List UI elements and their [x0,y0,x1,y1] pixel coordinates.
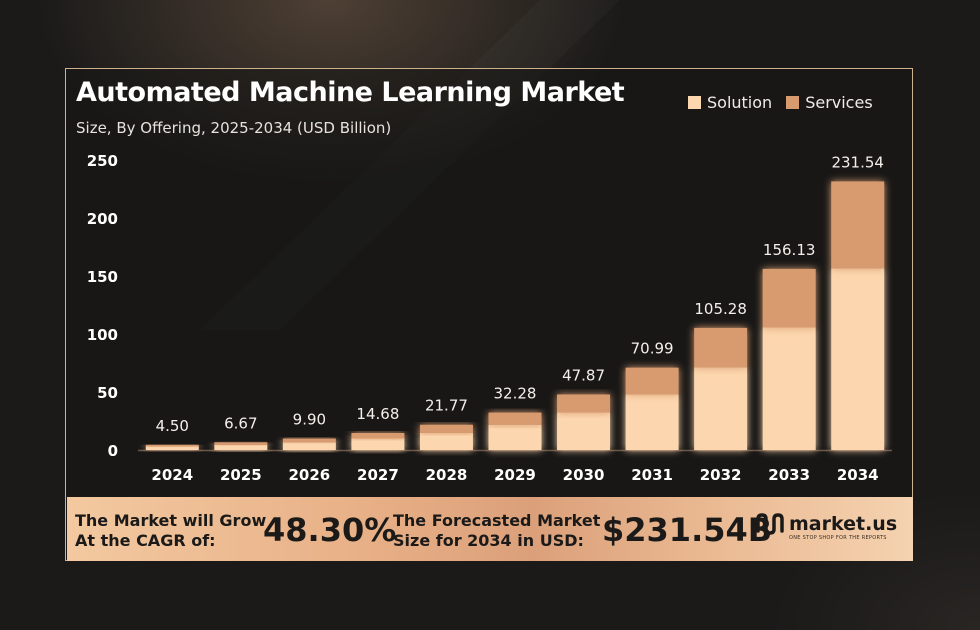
bar-total-label: 4.50 [156,417,189,435]
bar-total-label: 105.28 [694,300,747,318]
bar-services-2031 [625,367,679,395]
x-tick-label: 2033 [768,466,810,484]
forecast-label: The Forecasted Market Size for 2034 in U… [393,511,600,551]
footer-banner: The Market will Grow At the CAGR of: 48.… [67,497,913,561]
bar-solution-2025 [214,444,268,450]
x-tick-label: 2026 [288,466,330,484]
bar-total-label: 6.67 [224,414,257,432]
bar-total-label: 70.99 [631,340,674,358]
x-tick-label: 2032 [700,466,742,484]
x-tick-label: 2024 [151,466,193,484]
legend-label-solution: Solution [707,93,773,112]
cagr-label: The Market will Grow At the CAGR of: [75,511,266,551]
x-tick-label: 2030 [563,466,605,484]
bar-total-label: 32.28 [494,385,537,403]
bar-solution-2032 [694,367,748,450]
bar-services-2028 [419,424,473,433]
bar-services-2033 [762,268,816,328]
bar-total-label: 231.54 [831,153,884,171]
x-tick-label: 2031 [631,466,673,484]
bar-solution-2026 [282,442,336,450]
bar-solution-2033 [762,327,816,450]
bar-solution-2030 [557,412,611,450]
cagr-value: 48.30% [263,511,397,549]
bar-total-label: 156.13 [763,241,816,259]
bar-services-2034 [831,181,885,269]
chart-card: Automated Machine Learning Market Size, … [65,68,913,561]
legend-label-services: Services [805,93,873,112]
bar-solution-2027 [351,438,405,450]
chart-legend: Solution Services [688,93,873,112]
forecast-label-line1: The Forecasted Market [393,511,601,530]
cagr-label-line1: The Market will Grow [75,511,267,530]
bar-solution-2028 [419,432,473,450]
legend-swatch-services [786,96,800,109]
bar-services-2030 [557,394,611,413]
cagr-label-line2: At the CAGR of: [75,531,216,550]
forecast-label-line2: Size for 2034 in USD: [393,531,584,550]
bar-solution-2024 [145,446,199,450]
x-tick-label: 2025 [220,466,262,484]
y-tick-label: 250 [87,152,118,170]
y-tick-label: 100 [87,326,118,344]
y-tick-label: 200 [87,210,118,228]
x-tick-label: 2027 [357,466,399,484]
bar-services-2026 [282,438,336,443]
forecast-value: $231.54B [602,511,773,549]
bar-total-label: 47.87 [562,366,605,384]
bar-services-2032 [694,327,748,368]
bar-services-2029 [488,412,542,425]
y-tick-label: 0 [108,442,118,460]
legend-item-services: Services [786,93,873,112]
brand-tagline: ONE STOP SHOP FOR THE REPORTS [789,535,887,541]
chart-subtitle: Size, By Offering, 2025-2034 (USD Billio… [76,119,392,137]
bar-services-2027 [351,432,405,439]
bar-solution-2029 [488,424,542,450]
x-tick-label: 2029 [494,466,536,484]
bar-services-2024 [145,444,199,447]
legend-swatch-solution [688,96,701,109]
bar-solution-2034 [831,268,885,450]
market-us-logo-icon [756,513,784,535]
brand-logo: market.us ONE STOP SHOP FOR THE REPORTS [755,511,898,541]
bar-total-label: 21.77 [425,397,468,415]
x-tick-label: 2028 [426,466,468,484]
x-tick-label: 2034 [837,466,879,484]
brand-name: market.us [789,513,898,535]
bar-solution-2031 [625,394,679,450]
y-tick-label: 50 [97,384,118,402]
y-tick-label: 150 [87,268,118,286]
bar-total-label: 9.90 [293,411,326,429]
bar-services-2025 [214,442,268,445]
legend-item-solution: Solution [688,93,772,112]
chart-title: Automated Machine Learning Market [76,77,625,108]
bar-chart: 0 50 100 150 200 250 4.50 2024 6.67 2025 9.90 2026 1… [87,152,892,484]
bar-total-label: 14.68 [356,405,399,423]
